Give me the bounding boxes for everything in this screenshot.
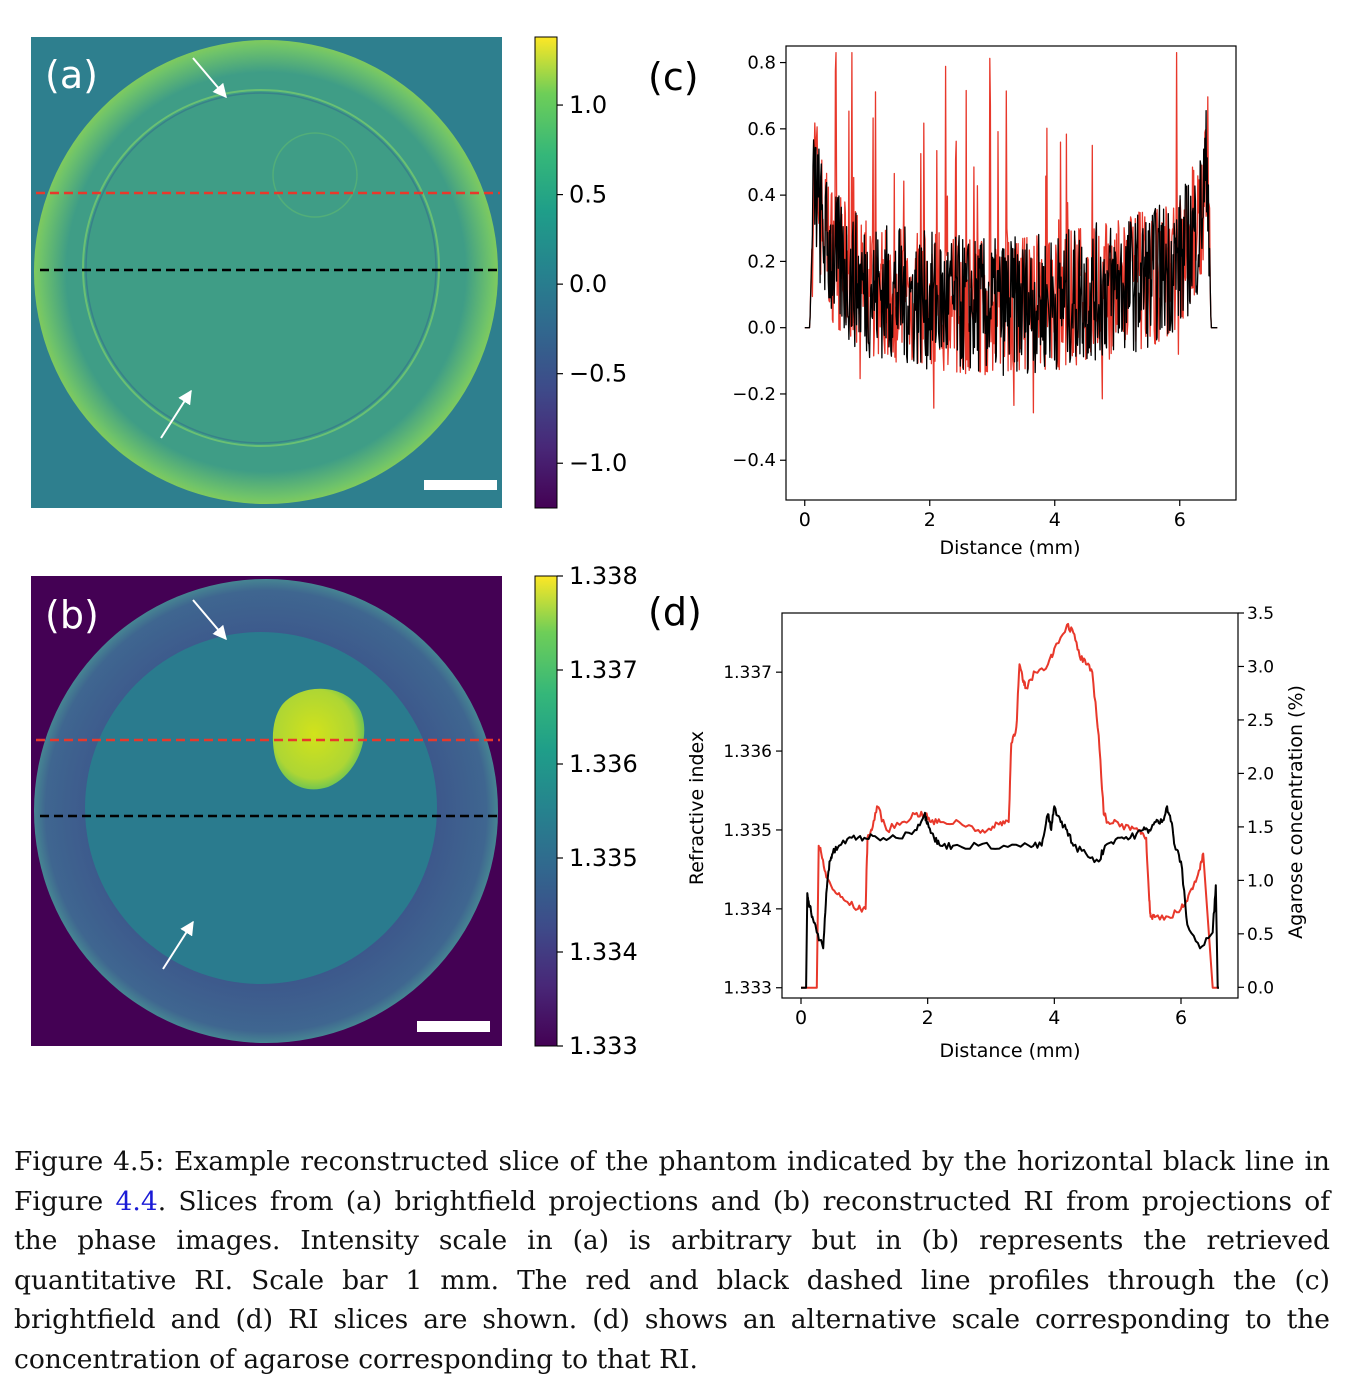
chart-c-plot-area: 0 2 4 6 −0.4 −0.2 0.0 0.2 0.4 0.6 0.8 <box>732 45 1237 531</box>
y-tick-label: 1.333 <box>723 979 772 999</box>
panel-a-inclusion-outline <box>272 132 358 218</box>
colorbar-tick-label: 1.333 <box>569 1032 638 1060</box>
colorbar-tick-label: 1.338 <box>569 562 638 590</box>
y2-tick-label: 1.5 <box>1247 818 1274 838</box>
colorbar-tick-label: 1.337 <box>569 656 638 684</box>
y-tick-label: −0.2 <box>732 384 776 405</box>
y-tick-label: 0.8 <box>747 53 776 74</box>
panel-a-sample-disc <box>34 40 498 504</box>
caption-text-part1: Figure 4.5: Example reconstructed slice … <box>14 1146 1330 1217</box>
panel-a-inner-ring-shadow <box>85 92 437 444</box>
panel-b-arrow-top <box>192 599 227 641</box>
chart-c-panel-label: (c) <box>648 55 699 99</box>
chart-d-panel-label: (d) <box>648 590 702 634</box>
panel-b-colorbar <box>534 575 558 1047</box>
panel-a-arrow-bottom <box>160 389 192 439</box>
x-tick-label: 2 <box>922 1007 934 1029</box>
colorbar-tick-label: 1.335 <box>569 844 638 872</box>
x-tick-label: 2 <box>924 509 936 531</box>
panel-a-colorbar <box>534 36 558 509</box>
chart-frame <box>781 612 1239 999</box>
chart-series-line <box>801 805 1219 989</box>
colorbar-tick-label: −0.5 <box>569 360 627 388</box>
x-tick-label: 6 <box>1175 1007 1187 1029</box>
y2-tick-label: 3.5 <box>1247 604 1274 624</box>
y2-tick-label: 0.5 <box>1247 925 1274 945</box>
panel-a-colorbar-ticks: 1.0 0.5 0.0 −0.5 −1.0 <box>557 91 627 477</box>
chart-series-line <box>804 110 1218 377</box>
y-tick-label: 1.334 <box>723 900 772 920</box>
caption-figure-reference-link[interactable]: 4.4 <box>115 1185 158 1217</box>
colorbar-tick-label: 1.334 <box>569 938 638 966</box>
chart-d-xlabel: Distance (mm) <box>940 1040 1081 1062</box>
y-tick-label: 0.0 <box>747 318 776 339</box>
panel-b-arrow-bottom <box>162 920 194 970</box>
chart-d-y2label: Agarose concentration (%) <box>1285 685 1307 939</box>
panel-b-label: (b) <box>45 593 99 637</box>
panel-b-colorbar-ticks: 1.338 1.337 1.336 1.335 1.334 1.333 <box>557 562 638 1060</box>
y-tick-label: 0.2 <box>747 251 776 272</box>
y2-tick-label: 0.0 <box>1247 978 1274 998</box>
colorbar-tick-label: 1.0 <box>569 91 607 119</box>
chart-d-ylabel: Refractive index <box>686 731 708 885</box>
chart-series-line <box>801 622 1219 989</box>
figure-caption: Figure 4.5: Example reconstructed slice … <box>14 1142 1330 1379</box>
panel-a-inner-ring <box>82 89 440 447</box>
figure: (a) 1.00.50.0−0.5−1.0 (b) 1.3381.3371.33… <box>31 36 1307 1062</box>
y-tick-label: −0.4 <box>732 450 776 471</box>
y2-tick-label: 1.0 <box>1247 871 1274 891</box>
colorbar-tick-label: −1.0 <box>569 449 627 477</box>
y2-tick-label: 3.0 <box>1247 657 1274 677</box>
panel-b-scale-bar <box>417 1021 490 1032</box>
y2-tick-label: 2.0 <box>1247 764 1274 784</box>
chart-d: (d) 0 2 4 6 1.333 1.334 1.335 1.336 1.337 0.0 0.5 1… <box>648 590 1307 1062</box>
y-tick-label: 0.4 <box>747 185 776 206</box>
colorbar-tick-label: 0.0 <box>569 270 607 298</box>
chart-c: (c) 0 2 4 6 −0.4 −0.2 0.0 0.2 0.4 0.6 0.8 Distance… <box>648 45 1237 559</box>
y2-tick-label: 2.5 <box>1247 711 1274 731</box>
x-tick-label: 0 <box>799 509 811 531</box>
panel-a-scale-bar <box>424 480 497 490</box>
caption-text-part2: . Slices from (a) brightfield projection… <box>14 1185 1330 1375</box>
y-tick-label: 1.336 <box>723 742 772 762</box>
panel-a: (a) 1.0 0.5 0.0 −0.5 −1.0 <box>31 36 627 509</box>
panel-a-arrow-top <box>192 57 227 99</box>
chart-c-xlabel: Distance (mm) <box>940 537 1081 559</box>
x-tick-label: 6 <box>1174 509 1186 531</box>
y-tick-label: 1.335 <box>723 821 772 841</box>
panel-a-label: (a) <box>45 53 98 97</box>
panel-b: (b) 1.338 1.337 1.336 1.335 1.334 1.333 <box>31 562 638 1060</box>
y-tick-label: 1.337 <box>723 663 772 683</box>
chart-frame <box>785 45 1237 501</box>
colorbar-tick-label: 1.336 <box>569 750 638 778</box>
colorbar-tick-label: 0.5 <box>569 181 607 209</box>
panel-b-inner-region <box>85 632 437 984</box>
x-tick-label: 0 <box>795 1007 807 1029</box>
chart-d-plot-area: 0 2 4 6 1.333 1.334 1.335 1.336 1.337 0.0 0.5 1.0 1.… <box>723 604 1274 1029</box>
x-tick-label: 4 <box>1048 1007 1060 1029</box>
x-tick-label: 4 <box>1049 509 1061 531</box>
y-tick-label: 0.6 <box>747 119 776 140</box>
